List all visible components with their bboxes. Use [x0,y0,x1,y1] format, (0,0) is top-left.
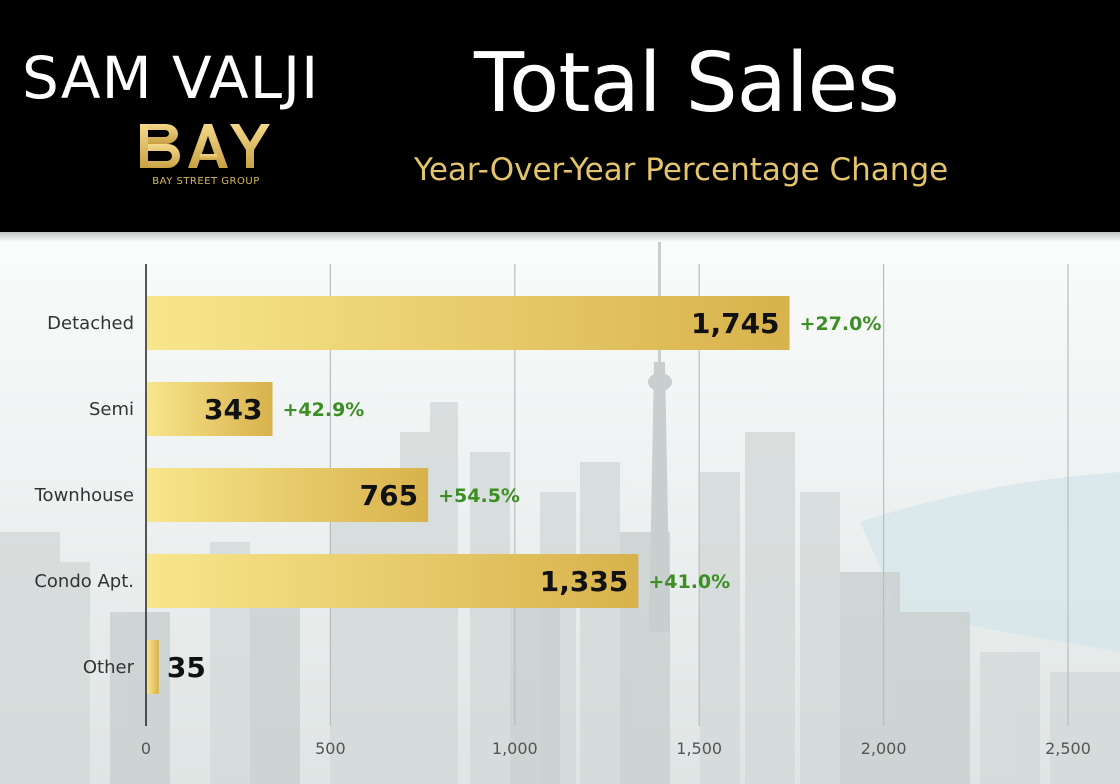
bar [147,468,429,522]
x-tick-label: 0 [141,739,151,758]
change-label: +54.5% [438,485,520,507]
brand-subtitle: BAY STREET GROUP [152,176,260,187]
change-label: +27.0% [800,313,882,335]
change-label: +42.9% [282,399,364,421]
bay-logo [138,116,274,176]
bay-logo-letters [140,124,270,168]
value-label: 1,745 [691,307,780,340]
bar [147,640,159,694]
chart-title: Total Sales [474,36,900,131]
category-label: Townhouse [34,485,134,506]
value-label: 765 [360,479,418,512]
x-tick-label: 500 [315,739,346,758]
chart-subtitle: Year-Over-Year Percentage Change [414,152,949,188]
value-label: 35 [167,651,206,684]
change-label: +41.0% [648,571,730,593]
bar-chart: 0 500 1,000 1,500 2,000 2,500 Detached 1,745 +27… [34,264,1091,758]
category-label: Other [83,657,135,678]
brand-name: SAM VALJI [22,44,320,112]
header-shadow [0,232,1120,242]
value-label: 1,335 [540,565,629,598]
x-tick-label: 2,000 [861,739,907,758]
header-banner: SAM VALJI BAY STREET GROUP Tota [0,0,1120,232]
x-tick-label: 1,000 [492,739,538,758]
value-label: 343 [204,393,262,426]
bar [147,382,273,436]
x-tick-label: 2,500 [1045,739,1091,758]
x-tick-label: 1,500 [676,739,722,758]
bar [147,296,790,350]
bar [147,554,639,608]
category-label: Detached [47,313,134,334]
category-label: Condo Apt. [34,571,134,592]
category-label: Semi [89,399,134,420]
